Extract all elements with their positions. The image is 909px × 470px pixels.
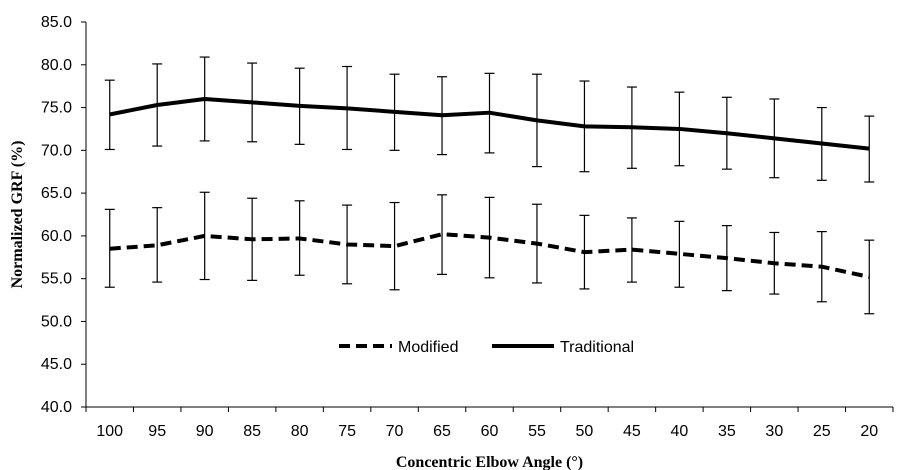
y-axis-title: Normalized GRF (%) (9, 141, 26, 289)
y-tick-label: 60.0 (41, 228, 72, 245)
x-tick-label: 60 (481, 423, 499, 440)
x-tick-label: 75 (338, 423, 356, 440)
error-bars (104, 56, 875, 315)
x-tick-label: 20 (860, 423, 878, 440)
y-tick-label: 50.0 (41, 313, 72, 330)
y-tick-label: 75.0 (41, 100, 72, 117)
legend: Modified Traditional (339, 339, 634, 356)
y-ticks: 40.0 45.0 50.0 55.0 60.0 65.0 70.0 75.0 80.0 85.0 (41, 14, 86, 416)
x-tick-label: 70 (386, 423, 404, 440)
x-tick-label: 25 (813, 423, 831, 440)
x-tick-label: 100 (96, 423, 123, 440)
y-tick-label: 70.0 (41, 142, 72, 159)
y-tick-label: 85.0 (41, 14, 72, 31)
y-tick-label: 65.0 (41, 185, 72, 202)
y-tick-label: 55.0 (41, 271, 72, 288)
x-tick-label: 50 (576, 423, 594, 440)
x-tick-label: 85 (243, 423, 261, 440)
y-tick-label: 40.0 (41, 399, 72, 416)
x-tick-label: 30 (765, 423, 783, 440)
x-tick-label: 35 (718, 423, 736, 440)
x-tick-label: 40 (670, 423, 688, 440)
x-ticks: 100 95 90 85 80 75 70 65 60 55 50 45 40 35 30 25 20 (85, 407, 894, 440)
series-lines (109, 97, 870, 279)
x-tick-label: 95 (148, 423, 166, 440)
legend-label-modified: Modified (398, 339, 458, 356)
x-tick-label: 90 (196, 423, 214, 440)
legend-label-traditional: Traditional (560, 339, 634, 356)
axes (85, 22, 893, 408)
y-tick-label: 80.0 (41, 57, 72, 74)
x-tick-label: 65 (433, 423, 451, 440)
x-axis-title: Concentric Elbow Angle (°) (396, 454, 583, 470)
x-tick-label: 80 (291, 423, 309, 440)
x-tick-label: 55 (528, 423, 546, 440)
x-tick-label: 45 (623, 423, 641, 440)
y-tick-label: 45.0 (41, 356, 72, 373)
